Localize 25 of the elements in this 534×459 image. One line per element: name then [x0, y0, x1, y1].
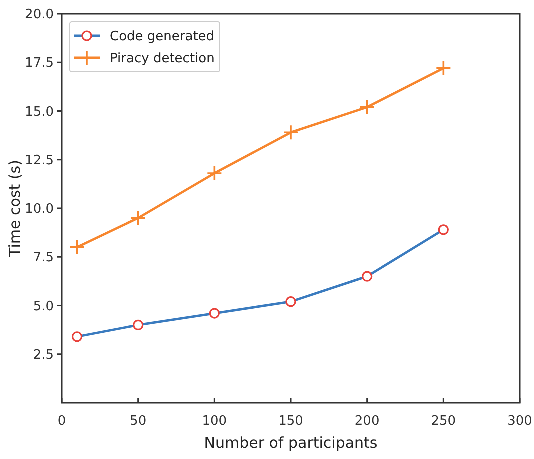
- y-tick-label: 17.5: [25, 56, 54, 72]
- x-tick-label: 250: [431, 414, 456, 429]
- x-axis-title: Number of participants: [204, 434, 378, 452]
- y-tick-label: 2.5: [33, 348, 54, 363]
- y-axis-title: Time cost (s): [6, 160, 24, 258]
- y-tick-label: 20.0: [25, 8, 54, 23]
- x-tick-label: 150: [278, 414, 304, 429]
- y-tick-label: 12.5: [25, 153, 54, 168]
- y-tick-label: 10.0: [25, 202, 54, 218]
- point: [206, 166, 223, 182]
- y-tick-label: 7.5: [33, 250, 54, 266]
- x-tick-label: 50: [130, 414, 147, 429]
- point: [283, 124, 299, 141]
- point: [436, 60, 452, 76]
- legend-label: Code generated: [110, 30, 215, 45]
- x-tick-label: 300: [508, 414, 532, 429]
- point: [359, 99, 376, 116]
- point: [69, 240, 86, 256]
- y-tick-label: 15.0: [25, 104, 54, 120]
- point: [130, 210, 146, 226]
- x-tick-label: 200: [354, 414, 380, 429]
- x-tick-label: 100: [202, 414, 228, 429]
- y-tick-label: 5.0: [33, 299, 54, 314]
- x-tick-label: 0: [58, 414, 66, 429]
- legend-label: Piracy detection: [110, 52, 215, 67]
